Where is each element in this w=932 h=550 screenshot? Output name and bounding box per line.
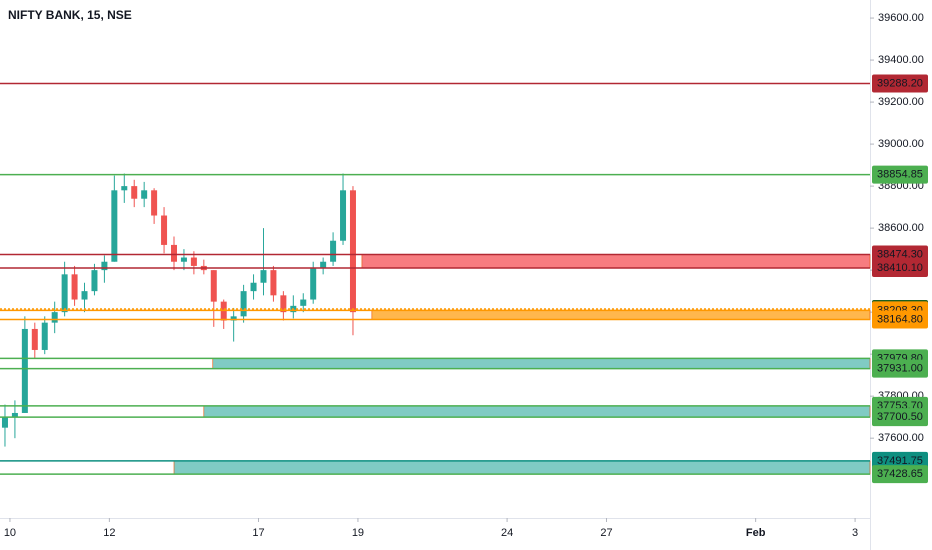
x-tick-label: 3 — [852, 527, 858, 539]
candle-body — [31, 328, 38, 350]
candle-body — [171, 244, 177, 262]
zone — [371, 310, 871, 320]
candle-body — [131, 186, 138, 199]
candle-body — [151, 190, 158, 216]
level-label: 38164.80 — [877, 313, 923, 325]
candle-body — [310, 268, 317, 300]
level-label-bg — [872, 165, 928, 184]
y-tick-label: 39000.00 — [878, 138, 924, 150]
candle-body — [180, 257, 187, 262]
level-label: 39288.20 — [877, 77, 923, 89]
level-label-bg — [872, 408, 928, 427]
candle-body — [320, 261, 327, 269]
candle-body — [230, 316, 237, 321]
level-label: 38854.85 — [877, 168, 923, 180]
candle-body — [190, 257, 197, 266]
candle-body — [340, 190, 347, 241]
candle-body — [91, 270, 98, 292]
candle-body — [11, 412, 18, 418]
chart-title: NIFTY BANK, 15, NSE — [8, 8, 132, 22]
candle-body — [161, 215, 168, 245]
x-tick-label: 17 — [252, 527, 264, 539]
candle-body — [330, 240, 337, 262]
candle-body — [61, 274, 68, 313]
x-tick-label: 24 — [501, 527, 513, 539]
level-label: 38410.10 — [877, 262, 923, 274]
x-tick-label: 27 — [600, 527, 612, 539]
y-tick-label: 39200.00 — [878, 96, 924, 108]
candle-body — [1, 417, 8, 428]
candle-body — [349, 190, 356, 313]
candle-body — [101, 261, 108, 271]
candle-body — [81, 291, 88, 300]
x-tick-label: 10 — [4, 527, 16, 539]
y-tick-label: 37600.00 — [878, 432, 924, 444]
candle-body — [111, 190, 118, 262]
candle-body — [51, 312, 58, 323]
zone — [361, 254, 871, 269]
candle-body — [270, 270, 277, 296]
level-label-bg — [872, 259, 928, 278]
level-label-bg — [872, 465, 928, 484]
level-label: 37931.00 — [877, 363, 923, 375]
level-label-bg — [872, 359, 928, 378]
candle-body — [240, 291, 247, 317]
candle-body — [280, 295, 287, 313]
zone — [173, 460, 871, 475]
candle-body — [210, 270, 217, 302]
x-tick-label: 19 — [352, 527, 364, 539]
candle-body — [260, 270, 267, 283]
candle-body — [250, 282, 257, 292]
level-label-bg — [872, 74, 928, 93]
candle-body — [121, 186, 128, 191]
candle-body — [300, 299, 307, 306]
level-label: 37428.65 — [877, 468, 923, 480]
x-tick-label: 12 — [103, 527, 115, 539]
candle-body — [21, 328, 28, 413]
y-tick-label: 39600.00 — [878, 12, 924, 24]
zone — [212, 358, 871, 369]
candle-body — [71, 274, 78, 300]
level-label: 37700.50 — [877, 411, 923, 423]
y-tick-label: 39400.00 — [878, 54, 924, 66]
zone — [203, 405, 871, 418]
candle-body — [41, 322, 48, 350]
y-tick-label: 38600.00 — [878, 222, 924, 234]
level-label: 37491.75 — [877, 455, 923, 467]
candle-body — [141, 190, 148, 199]
x-tick-label: Feb — [746, 527, 766, 539]
level-label-bg — [872, 310, 928, 329]
level-label: 38474.30 — [877, 248, 923, 260]
